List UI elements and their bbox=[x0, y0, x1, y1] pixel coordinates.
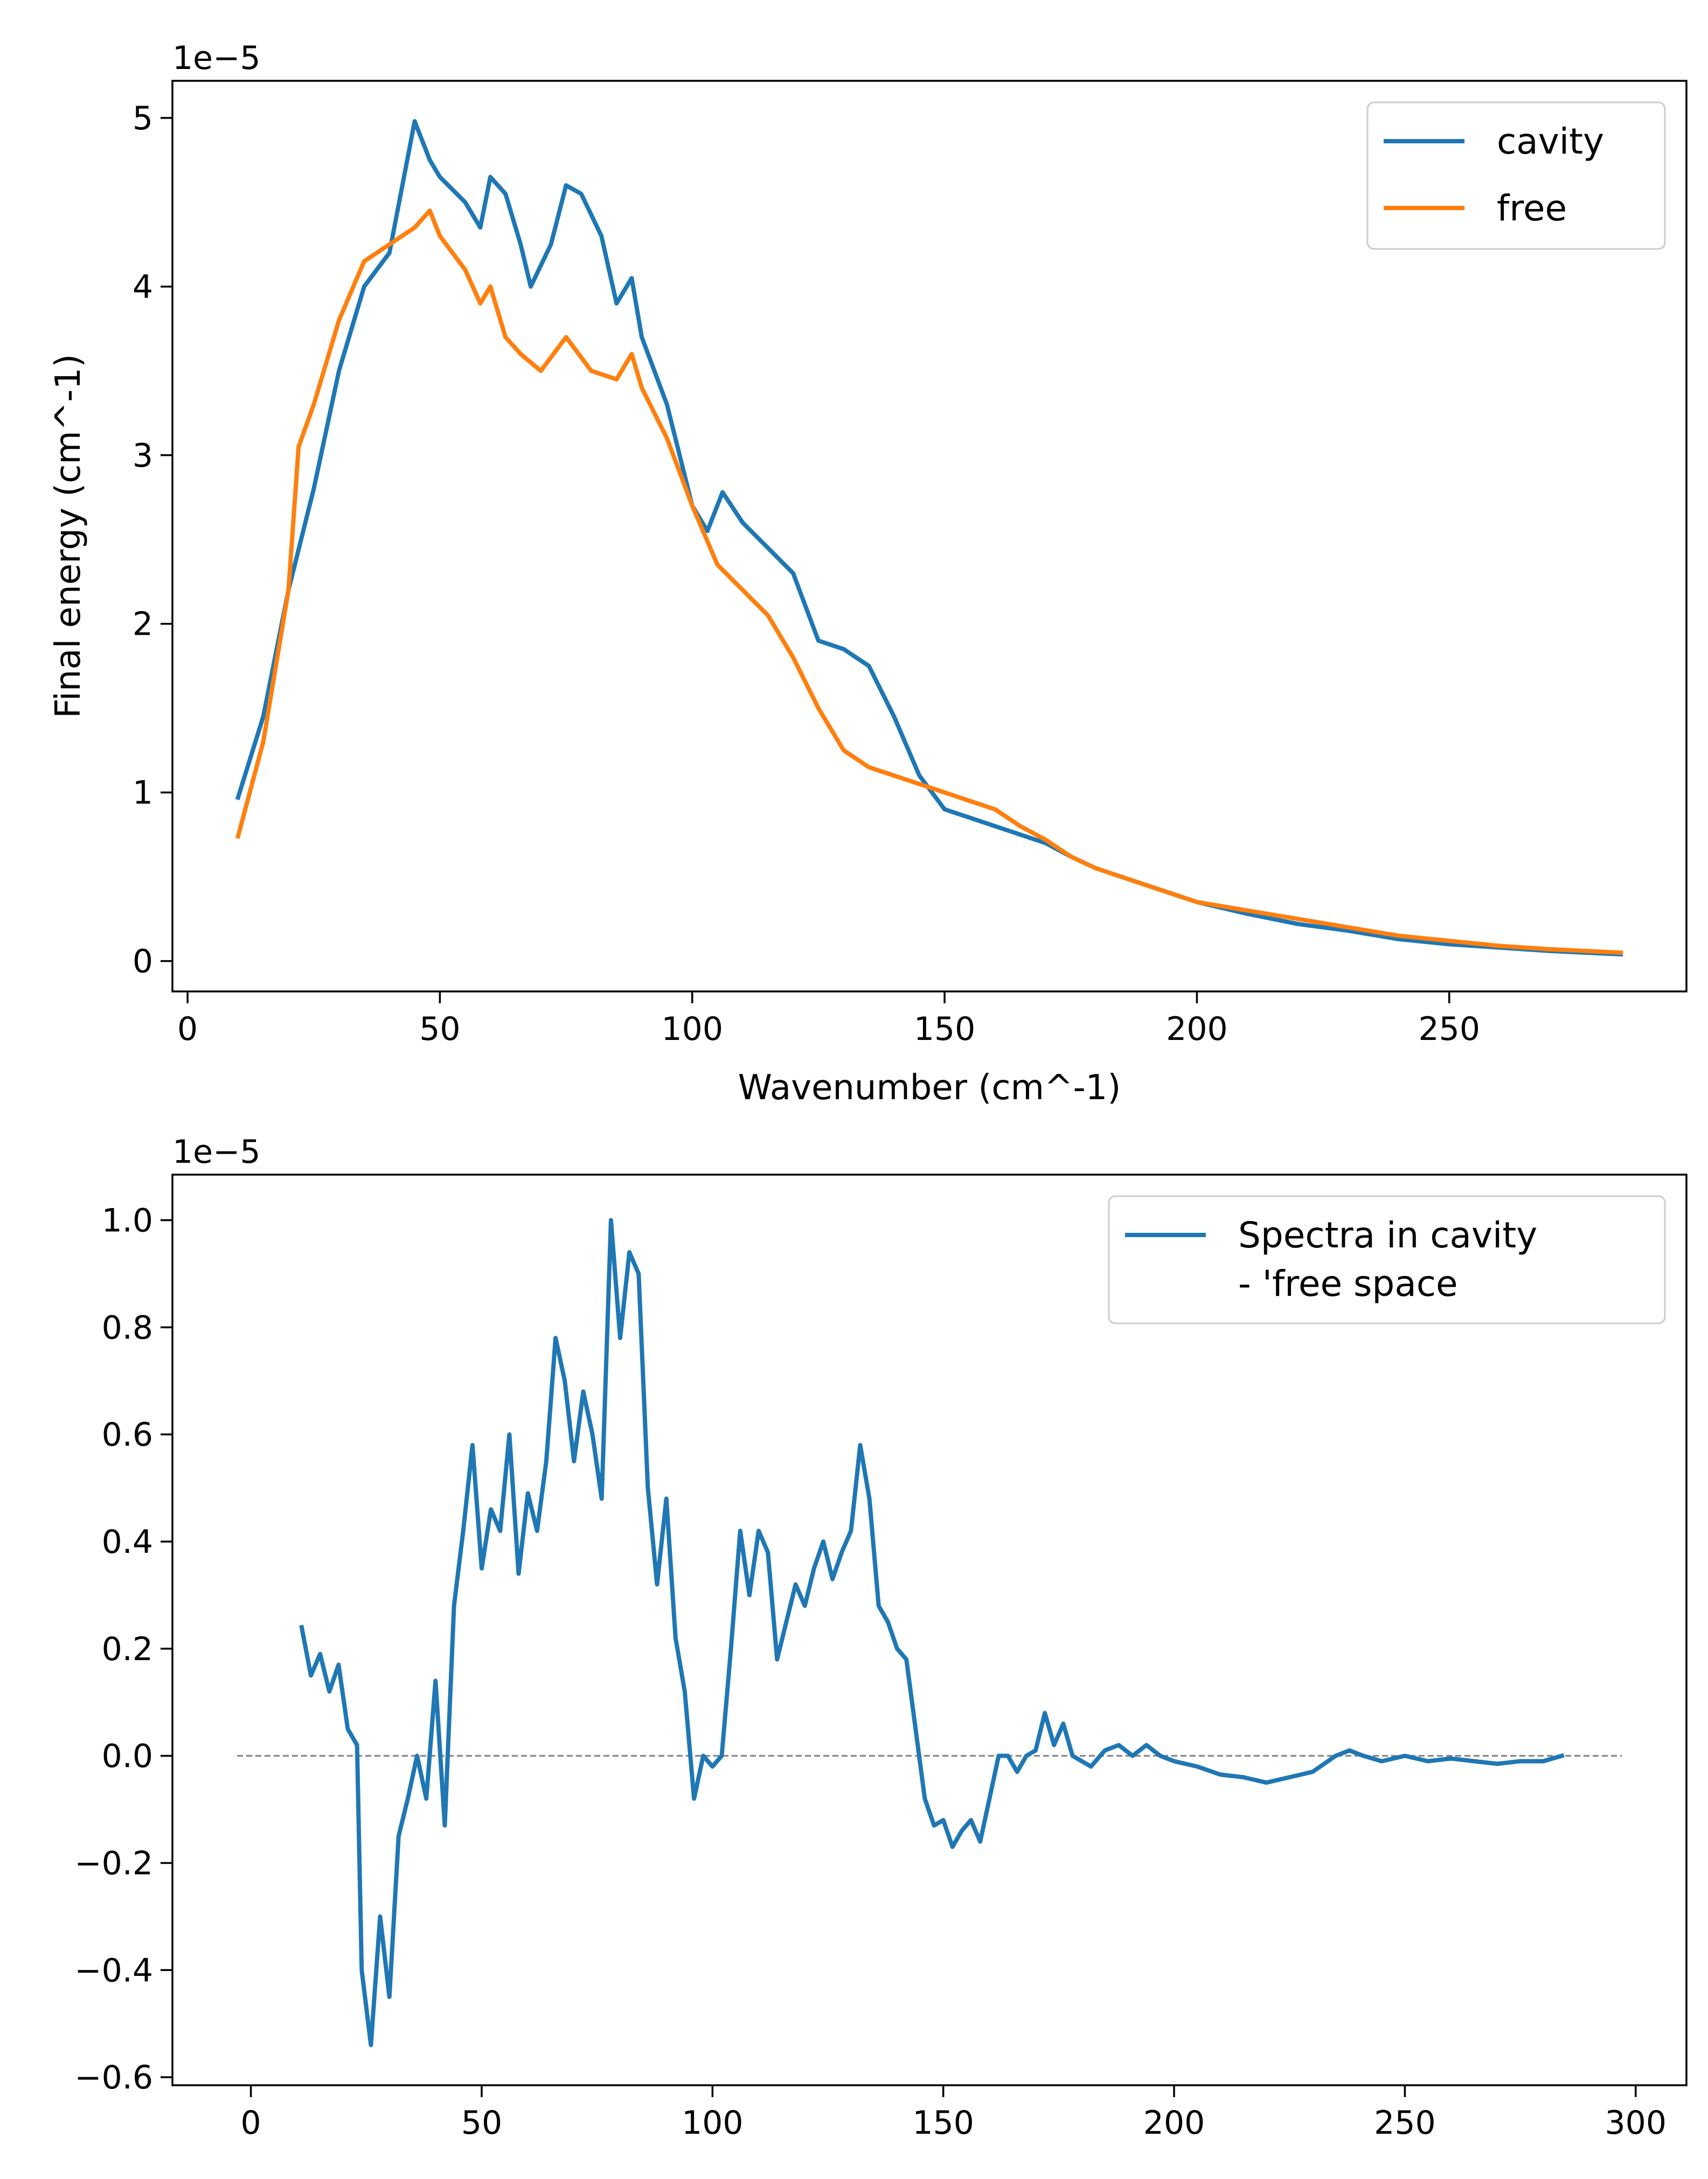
y-tick-label: 0.8 bbox=[102, 1309, 153, 1347]
x-tick-label: 250 bbox=[1419, 1010, 1481, 1048]
legend-label: free bbox=[1497, 188, 1567, 229]
y-tick-label: 0.2 bbox=[102, 1630, 153, 1668]
legend-label: Spectra in cavity - 'free space bbox=[1238, 1215, 1537, 1304]
x-axis-label: Wavenumber (cm^-1) bbox=[738, 1068, 1121, 1108]
x-tick-label: 50 bbox=[461, 2104, 502, 2142]
y-tick-label: 4 bbox=[133, 268, 153, 306]
y-tick-label: 1.0 bbox=[102, 1202, 153, 1240]
x-tick-label: 50 bbox=[419, 1010, 460, 1048]
y-tick-label: 1 bbox=[133, 774, 153, 812]
top-chart: 0 50 100 150 200 250 0 1 2 3 4 5 1e−5 Wavenumber (cm^… bbox=[48, 39, 1688, 1108]
axes-frame bbox=[171, 80, 1688, 993]
x-tick-label: 150 bbox=[912, 2104, 974, 2142]
y-tick-label: 0.6 bbox=[102, 1416, 153, 1454]
legend-label: cavity bbox=[1497, 121, 1604, 162]
x-tick-label: 0 bbox=[177, 1010, 198, 1048]
bottom-chart: 0 50 100 150 200 250 300 −0.6 −0.4 −0.2 0.0 0.2 0.4 0… bbox=[74, 1133, 1688, 2142]
x-tick-label: 300 bbox=[1605, 2104, 1667, 2142]
y-axis-label: Final energy (cm^-1) bbox=[48, 354, 88, 718]
x-tick-label: 200 bbox=[1143, 2104, 1205, 2142]
y-tick-label: −0.4 bbox=[74, 1952, 153, 1989]
y-tick-label: 5 bbox=[133, 100, 153, 137]
x-tick-label: 100 bbox=[682, 2104, 744, 2142]
y-tick-label: 0 bbox=[133, 943, 153, 981]
y-offset-label: 1e−5 bbox=[172, 39, 261, 77]
axes-frame bbox=[171, 1174, 1688, 2086]
y-tick-label: −0.2 bbox=[74, 1844, 153, 1882]
y-tick-label: 0.4 bbox=[102, 1523, 153, 1561]
y-tick-label: 0.0 bbox=[102, 1738, 153, 1775]
legend: cavity free bbox=[1366, 101, 1666, 250]
legend: Spectra in cavity - 'free space bbox=[1108, 1195, 1666, 1324]
x-tick-label: 150 bbox=[914, 1010, 976, 1048]
legend-frame bbox=[1108, 1195, 1666, 1324]
y-tick-label: 3 bbox=[133, 437, 153, 475]
series-line-1-0 bbox=[299, 1218, 1565, 2048]
x-tick-label: 200 bbox=[1166, 1010, 1228, 1048]
x-tick-label: 0 bbox=[241, 2104, 261, 2142]
y-tick-label: 2 bbox=[133, 606, 153, 643]
y-offset-label: 1e−5 bbox=[172, 1133, 261, 1171]
x-tick-label: 100 bbox=[662, 1010, 724, 1048]
y-tick-label: −0.6 bbox=[74, 2059, 153, 2097]
series-line-0-1 bbox=[235, 209, 1623, 955]
x-tick-label: 250 bbox=[1374, 2104, 1436, 2142]
